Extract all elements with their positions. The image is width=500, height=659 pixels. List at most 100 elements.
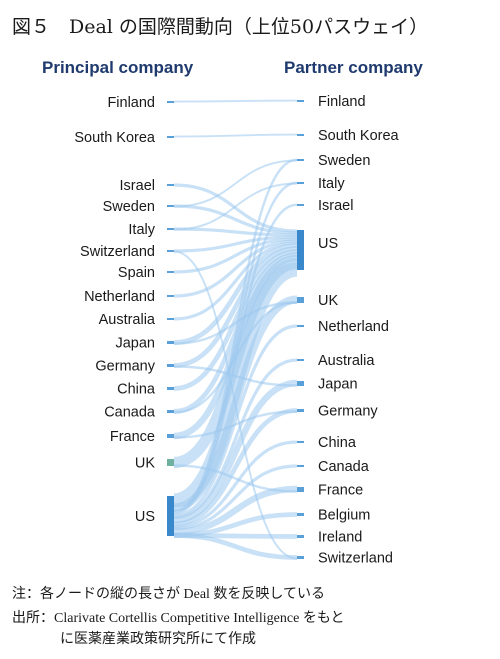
principal-label-germany: Germany [95,359,155,375]
principal-node-canada [167,410,174,413]
partner-label-china: China [318,435,357,451]
link-us-to-japan [173,379,298,524]
principal-label-japan: Japan [115,336,155,352]
partner-label-south-korea: South Korea [318,128,400,144]
principal-node-south-korea [167,136,174,138]
partner-node-canada [297,465,304,467]
link-switzerland-to-us [173,235,298,253]
principal-node-finland [167,101,174,103]
principal-node-israel [167,184,174,186]
partner-label-us: US [318,236,338,252]
link-japan-to-uk [173,301,298,345]
principal-label-sweden: Sweden [103,199,155,215]
link-sweden-to-sweden [173,159,298,208]
principal-node-australia [167,318,174,320]
principal-node-china [167,387,174,390]
partner-node-netherland [297,325,304,327]
link-us-to-switzerland [173,533,298,560]
link-south-korea-to-south-korea [173,133,298,138]
principal-label-switzerland: Switzerland [80,244,155,260]
partner-node-france [297,487,304,492]
principal-label-south-korea: South Korea [74,130,156,146]
link-japan-to-us [173,243,298,345]
principal-label-italy: Italy [128,222,155,238]
link-germany-to-japan [173,365,298,387]
partner-label-germany: Germany [318,404,378,420]
principal-node-netherland [167,295,174,297]
link-germany-to-us [173,246,298,368]
principal-node-japan [167,341,174,344]
principal-label-netherland: Netherland [84,289,155,305]
partner-label-netherland: Netherland [318,319,389,335]
link-us-to-germany [173,408,298,527]
partner-label-sweden: Sweden [318,153,370,169]
principal-label-spain: Spain [118,265,155,281]
partner-company-heading: Partner company [284,58,423,77]
figure-source-continued: に医薬産業政策研究所にて作成 [60,632,256,647]
sankey-diagram: Finland South Korea Israel Sweden Italy Switz… [74,94,400,567]
figure-source: 出所：Clarivate Cortellis Competitive Intel… [12,611,345,626]
link-italy-to-us [173,227,298,237]
figure-note: 注：各ノードの縦の長さが Deal 数を反映している [12,587,326,602]
principal-node-france [167,434,174,438]
link-france-to-germany [173,410,298,439]
partner-node-australia [297,359,304,361]
principal-node-switzerland [167,250,174,252]
partner-label-canada: Canada [318,459,370,475]
principal-node-us [167,496,174,536]
link-spain-to-us [173,237,298,274]
link-israel-to-us [173,183,298,233]
link-us-to-italy [173,181,298,514]
link-sweden-to-us [173,204,298,235]
partner-label-ireland: Ireland [318,530,362,546]
partner-node-south-korea [297,134,304,136]
partner-label-belgium: Belgium [318,508,370,524]
link-finland-to-finland [173,99,298,103]
principal-label-israel: Israel [120,178,155,194]
partner-node-ireland [297,535,304,538]
link-us-to-sweden [173,158,298,512]
link-uk-to-france [173,464,298,493]
link-us-to-china [173,440,298,529]
principal-label-china: China [117,382,156,398]
link-us-to-canada [173,464,298,531]
partner-node-uk [297,297,304,303]
partner-label-australia: Australia [318,353,375,369]
principal-node-italy [167,228,174,230]
partner-node-finland [297,100,304,102]
partner-label-france: France [318,483,363,499]
link-netherland-to-us [173,239,298,298]
principal-node-spain [167,271,174,273]
principal-label-uk: UK [135,456,155,472]
link-us-to-netherland [173,324,298,518]
partner-node-israel [297,204,304,206]
principal-node-uk [167,459,174,466]
partner-node-germany [297,409,304,412]
partner-node-japan [297,381,304,386]
principal-label-australia: Australia [99,312,156,328]
partner-label-switzerland: Switzerland [318,551,393,567]
link-italy-to-italy [173,182,298,231]
links-group [172,99,299,560]
principal-label-finland: Finland [107,95,155,111]
principal-label-france: France [110,429,155,445]
partner-node-us [297,230,304,270]
link-china-to-us [173,249,298,391]
link-switzerland-to-switzerland [173,250,298,560]
partner-label-uk: UK [318,293,338,309]
link-australia-to-us [173,241,298,321]
link-canada-to-uk [173,301,298,414]
principal-node-sweden [167,205,174,207]
partner-node-switzerland [297,556,304,559]
principal-node-germany [167,364,174,367]
partner-node-italy [297,182,304,184]
link-us-to-us [172,262,299,508]
principal-label-us: US [135,509,155,525]
partner-node-china [297,441,304,443]
partner-label-finland: Finland [318,94,366,110]
principal-company-heading: Principal company [42,58,194,77]
principal-label-canada: Canada [104,405,156,421]
partner-node-sweden [297,159,304,161]
figure-title: 図５ Deal の国際間動向（上位50パスウェイ） [12,16,429,38]
